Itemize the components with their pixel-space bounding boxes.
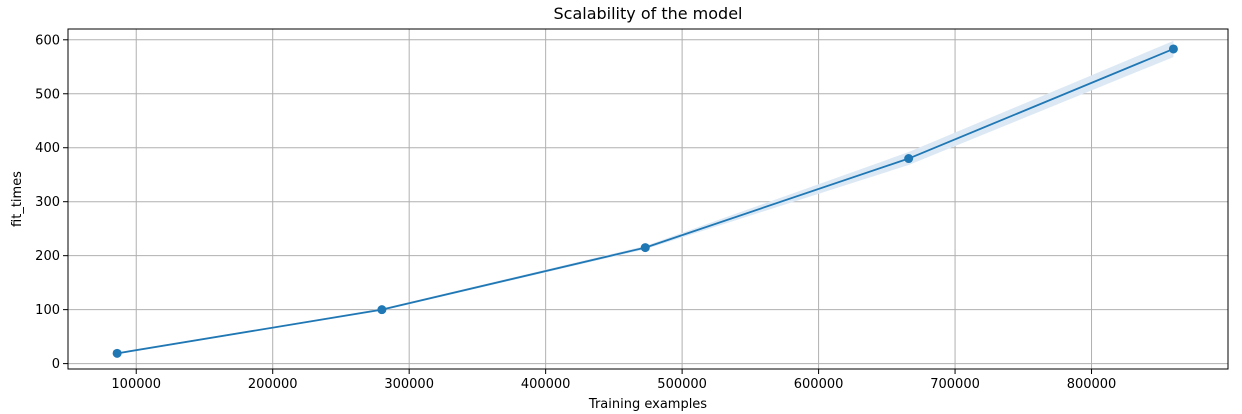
x-axis-label: Training examples	[588, 397, 707, 412]
x-axis: 100000 200000 300000 400000 500000 600000 7000…	[111, 369, 1116, 392]
plot-area	[112, 44, 1178, 358]
x-tick-label: 300000	[384, 377, 434, 392]
y-tick-label: 600	[35, 33, 60, 48]
y-tick-label: 500	[35, 87, 60, 102]
grid	[68, 29, 1228, 369]
confidence-band	[117, 40, 1174, 354]
y-axis: 0 100 200 300 400 500 600	[35, 33, 68, 372]
x-tick-label: 100000	[111, 377, 161, 392]
y-tick-label: 100	[35, 303, 60, 318]
fit-times-line	[116, 48, 1174, 355]
x-tick-label: 800000	[1067, 377, 1117, 392]
x-tick-label: 200000	[248, 377, 298, 392]
x-tick-label: 600000	[794, 377, 844, 392]
x-tick-label: 400000	[521, 377, 571, 392]
y-tick-label: 300	[35, 195, 60, 210]
y-axis-label: fit_times	[10, 171, 25, 227]
data-point	[377, 305, 387, 315]
fit-times-band	[117, 40, 1174, 354]
data-point	[1168, 44, 1178, 54]
x-tick-label: 500000	[657, 377, 707, 392]
data-point	[112, 348, 122, 358]
plot-frame	[67, 28, 1229, 370]
data-point	[640, 243, 650, 253]
x-tick-label: 700000	[930, 377, 980, 392]
y-tick-label: 200	[35, 249, 60, 264]
chart-title: Scalability of the model	[554, 4, 743, 23]
data-point	[904, 154, 914, 164]
y-tick-label: 400	[35, 141, 60, 156]
y-tick-label: 0	[52, 357, 60, 372]
